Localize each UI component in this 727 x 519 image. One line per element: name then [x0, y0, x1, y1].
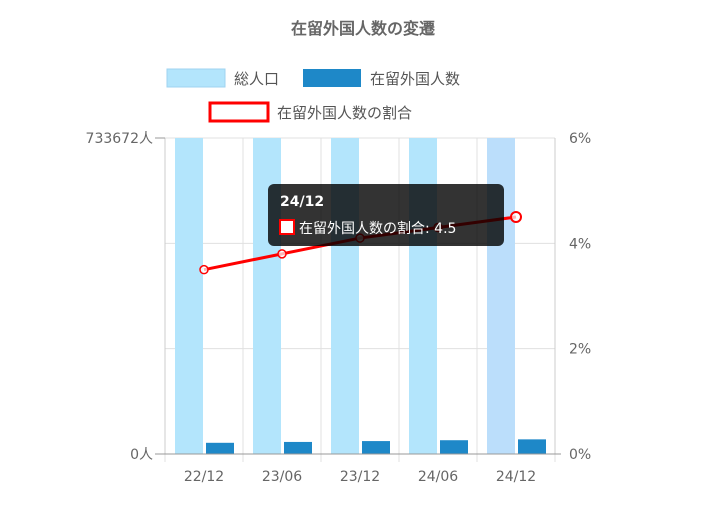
tooltip-swatch	[279, 219, 295, 235]
legend-swatch-ratio	[208, 101, 270, 123]
y-right-ticks: 0% 2% 4% 6%	[569, 131, 591, 463]
x-tick-label: 23/06	[262, 469, 302, 485]
legend-item-foreign[interactable]: 在留外国人数	[303, 69, 460, 88]
bars-foreign	[206, 439, 546, 454]
y-left-tick-label: 0人	[130, 447, 153, 463]
bars-total	[175, 138, 515, 454]
legend-swatch-foreign	[303, 69, 361, 87]
axes	[155, 137, 561, 455]
ratio-point	[277, 249, 287, 259]
x-tick-label: 24/12	[496, 469, 536, 485]
y-right-tick-label: 0%	[569, 447, 591, 463]
bar-foreign	[206, 442, 234, 454]
bar-foreign	[440, 440, 468, 454]
tooltip-title: 24/12	[280, 194, 324, 210]
legend-label-total: 総人口	[234, 70, 279, 88]
x-tick-label: 24/06	[418, 469, 458, 485]
y-right-tick-label: 4%	[569, 236, 591, 252]
x-ticks: 22/12 23/06 23/12 24/06 24/12	[184, 469, 536, 485]
bar-foreign	[284, 441, 312, 454]
bar-foreign	[362, 441, 390, 454]
legend: 総人口 在留外国人数 在留外国人数の割合	[166, 68, 460, 123]
legend-item-ratio[interactable]: 在留外国人数の割合	[208, 101, 412, 123]
legend-item-total[interactable]: 総人口	[166, 68, 279, 88]
ratio-point	[510, 211, 522, 223]
tooltip: 24/12 在留外国人数の割合: 4.5	[268, 184, 504, 246]
legend-label-foreign: 在留外国人数	[370, 70, 460, 88]
y-right-tick-label: 2%	[569, 342, 591, 358]
y-right-tick-label: 6%	[569, 131, 591, 147]
ratio-point	[199, 264, 209, 275]
tooltip-box	[268, 184, 504, 246]
tooltip-label: 在留外国人数の割合: 4.5	[299, 220, 456, 237]
legend-swatch-total	[166, 68, 226, 88]
y-left-ticks: 0人 733672人	[86, 131, 153, 463]
bar-total	[175, 138, 203, 454]
y-left-tick-label: 733672人	[86, 131, 153, 147]
x-tick-label: 23/12	[340, 469, 380, 485]
x-tick-label: 22/12	[184, 469, 224, 485]
legend-label-ratio: 在留外国人数の割合	[277, 104, 412, 122]
bar-foreign	[518, 439, 546, 454]
chart-title: 在留外国人数の変遷	[291, 19, 435, 38]
